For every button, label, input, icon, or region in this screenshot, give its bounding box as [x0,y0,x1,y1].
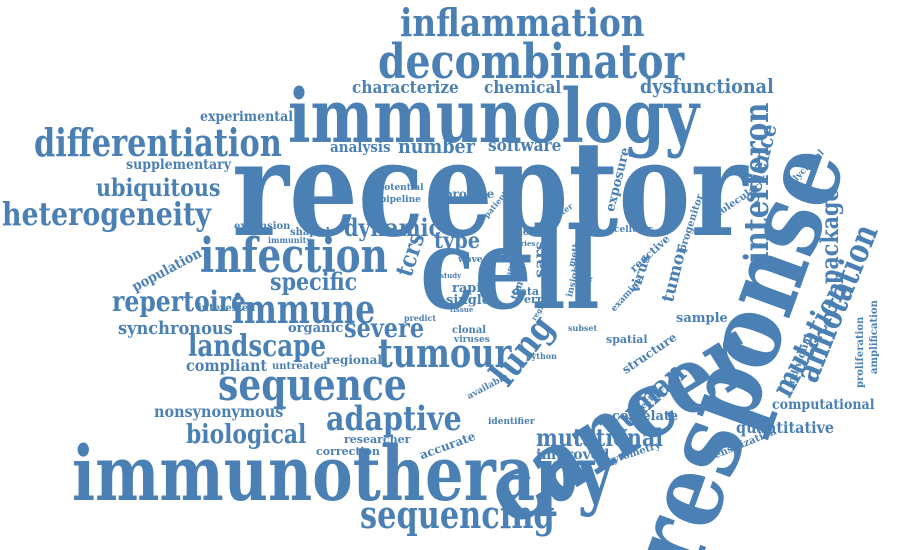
cloud-word: number [398,134,475,158]
cloud-word: correction [316,445,380,458]
cloud-word: receptor [232,112,748,267]
cloud-word: decombinator [378,34,685,90]
cloud-word: reflect [452,195,488,206]
cloud-word: shaped [290,227,330,238]
cloud-word: untreated [272,361,328,372]
cloud-word: improved [536,447,610,463]
cloud-word: immunology [288,74,700,160]
cloud-word: single [446,293,491,308]
cloud-word: potential [378,183,424,193]
cloud-word: wave [458,255,483,265]
cloud-word: proliferation [855,316,866,388]
cloud-word: pipeline [380,195,421,205]
cloud-word: available [465,371,510,402]
cloud-word: immunotherapy [72,429,613,518]
cloud-word: tissue [450,305,474,314]
cloud-word: organic [288,321,344,336]
cloud-word: dysfunctional [640,74,774,98]
cloud-word: dynamic [344,213,442,242]
cloud-word: type [434,228,481,254]
cloud-word: compliant [186,356,268,375]
cloud-word: researcher [344,433,411,446]
cloud-word: sample [676,311,728,326]
cloud-word: heterogeneity [2,195,212,233]
cloud-word: quantitative [736,418,835,437]
cloud-word: adaptive [326,399,462,439]
cloud-word: tumour [378,330,512,377]
cloud-word: specific [270,267,358,296]
cloud-word: predict [404,313,437,323]
cloud-word: experimental [200,109,294,125]
cloud-word: process [541,248,550,278]
cloud-word: immunity [268,235,311,245]
cloud-word: differentiation [34,120,282,165]
cloud-word: infection [200,228,388,284]
cloud-word: cell [420,204,600,335]
cloud-word: nonsynonymous [154,402,284,421]
cloud-word: examine [609,276,645,315]
cloud-word: regional [326,353,382,367]
cloud-word: clonal [452,325,487,336]
cloud-word: software [488,136,562,156]
cloud-word: severe [344,314,425,344]
cloud-word: mutational [536,423,664,452]
cloud-word: repertoire [112,285,247,318]
cloud-word: blood [512,227,544,238]
cloud-word: expansion [234,221,291,232]
cloud-word: correlate [612,409,679,424]
cloud-word: sequencing [360,492,555,537]
cloud-word: data [512,285,540,298]
cloud-word: landscape [188,329,326,364]
cloud-word: provide [444,187,495,201]
cloud-word: amplification [869,300,880,374]
cloud-word: analysis [330,138,391,156]
cloud-word: spatial [606,333,648,346]
cloud-word: subset [568,323,598,333]
cloud-word: identifier [488,417,535,427]
cloud-word: immune [232,286,376,333]
cloud-word: biological [186,420,307,450]
cloud-word: varies [512,239,536,248]
cloud-word: ubiquitous [96,173,221,202]
cloud-word: sequence [218,360,407,411]
cloud-word: chemical [484,78,562,98]
cloud-word: package [815,188,844,284]
cloud-word: computational [772,397,875,413]
cloud-word: cellular [614,225,653,235]
cloud-word: supplementary [126,157,232,173]
cloud-word: characterize [352,78,459,98]
cloud-word: python [526,351,557,361]
cloud-word: study [440,271,462,280]
cloud-word: viruses [454,335,490,345]
cloud-word: interested [198,303,256,314]
cloud-word: inflammation [400,0,645,45]
cloud-word: error [524,293,556,306]
cloud-word: rapid [452,281,491,296]
cloud-word: synchronous [118,318,233,339]
